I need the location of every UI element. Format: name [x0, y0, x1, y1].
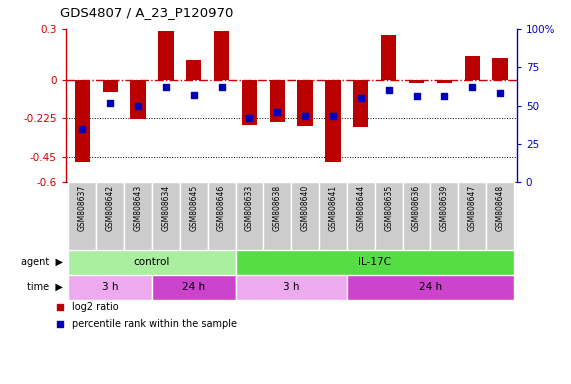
Text: log2 ratio: log2 ratio	[72, 302, 118, 312]
Bar	[242, 80, 257, 125]
Text: GSM808644: GSM808644	[356, 184, 365, 231]
Bar	[403, 182, 431, 250]
Bar	[235, 275, 347, 300]
Text: control: control	[134, 257, 170, 267]
Point	[496, 90, 505, 96]
Text: IL-17C: IL-17C	[358, 257, 391, 267]
Text: GSM808637: GSM808637	[78, 184, 87, 231]
Point	[245, 115, 254, 121]
Text: GSM808648: GSM808648	[496, 184, 505, 230]
Point	[55, 321, 65, 327]
Text: 3 h: 3 h	[102, 282, 118, 292]
Text: GSM808639: GSM808639	[440, 184, 449, 231]
Point	[440, 93, 449, 99]
Bar	[381, 35, 396, 80]
Text: GSM808638: GSM808638	[273, 184, 282, 230]
Text: GSM808642: GSM808642	[106, 184, 115, 230]
Point	[162, 84, 171, 90]
Text: GSM808647: GSM808647	[468, 184, 477, 231]
Point	[412, 93, 421, 99]
Point	[55, 304, 65, 310]
Bar	[431, 182, 459, 250]
Bar	[235, 182, 263, 250]
Bar	[409, 80, 424, 83]
Bar	[347, 182, 375, 250]
Point	[328, 113, 337, 119]
Bar	[353, 80, 368, 127]
Text: percentile rank within the sample: percentile rank within the sample	[72, 319, 237, 329]
Bar	[69, 182, 96, 250]
Point	[78, 126, 87, 132]
Bar	[158, 30, 174, 80]
Bar	[486, 182, 514, 250]
Text: 3 h: 3 h	[283, 282, 299, 292]
Bar	[347, 275, 514, 300]
Text: GSM808633: GSM808633	[245, 184, 254, 231]
Text: time  ▶: time ▶	[27, 282, 63, 292]
Point	[384, 87, 393, 93]
Bar	[465, 56, 480, 80]
Bar	[263, 182, 291, 250]
Bar	[152, 275, 235, 300]
Bar	[235, 250, 514, 275]
Text: GSM808645: GSM808645	[189, 184, 198, 231]
Bar	[152, 182, 180, 250]
Text: GSM808646: GSM808646	[217, 184, 226, 231]
Bar	[103, 80, 118, 92]
Text: GSM808640: GSM808640	[301, 184, 309, 231]
Bar	[325, 80, 341, 162]
Point	[134, 103, 143, 109]
Point	[356, 95, 365, 101]
Bar	[297, 80, 313, 126]
Text: 24 h: 24 h	[419, 282, 442, 292]
Bar	[459, 182, 486, 250]
Text: GSM808636: GSM808636	[412, 184, 421, 231]
Text: GSM808641: GSM808641	[328, 184, 337, 230]
Text: GSM808643: GSM808643	[134, 184, 143, 231]
Point	[300, 113, 309, 119]
Bar	[69, 275, 152, 300]
Point	[106, 99, 115, 106]
Bar	[124, 182, 152, 250]
Bar	[270, 80, 285, 122]
Bar	[319, 182, 347, 250]
Text: GDS4807 / A_23_P120970: GDS4807 / A_23_P120970	[60, 6, 234, 19]
Bar	[75, 80, 90, 162]
Point	[273, 109, 282, 115]
Text: GSM808635: GSM808635	[384, 184, 393, 231]
Point	[468, 84, 477, 90]
Text: GSM808634: GSM808634	[162, 184, 170, 231]
Bar	[375, 182, 403, 250]
Bar	[208, 182, 235, 250]
Text: 24 h: 24 h	[182, 282, 206, 292]
Bar	[214, 30, 229, 80]
Bar	[180, 182, 208, 250]
Text: agent  ▶: agent ▶	[21, 257, 63, 267]
Point	[217, 84, 226, 90]
Bar	[186, 60, 202, 80]
Bar	[492, 58, 508, 80]
Bar	[69, 250, 235, 275]
Bar	[437, 80, 452, 83]
Point	[189, 92, 198, 98]
Bar	[291, 182, 319, 250]
Bar	[96, 182, 124, 250]
Bar	[130, 80, 146, 119]
